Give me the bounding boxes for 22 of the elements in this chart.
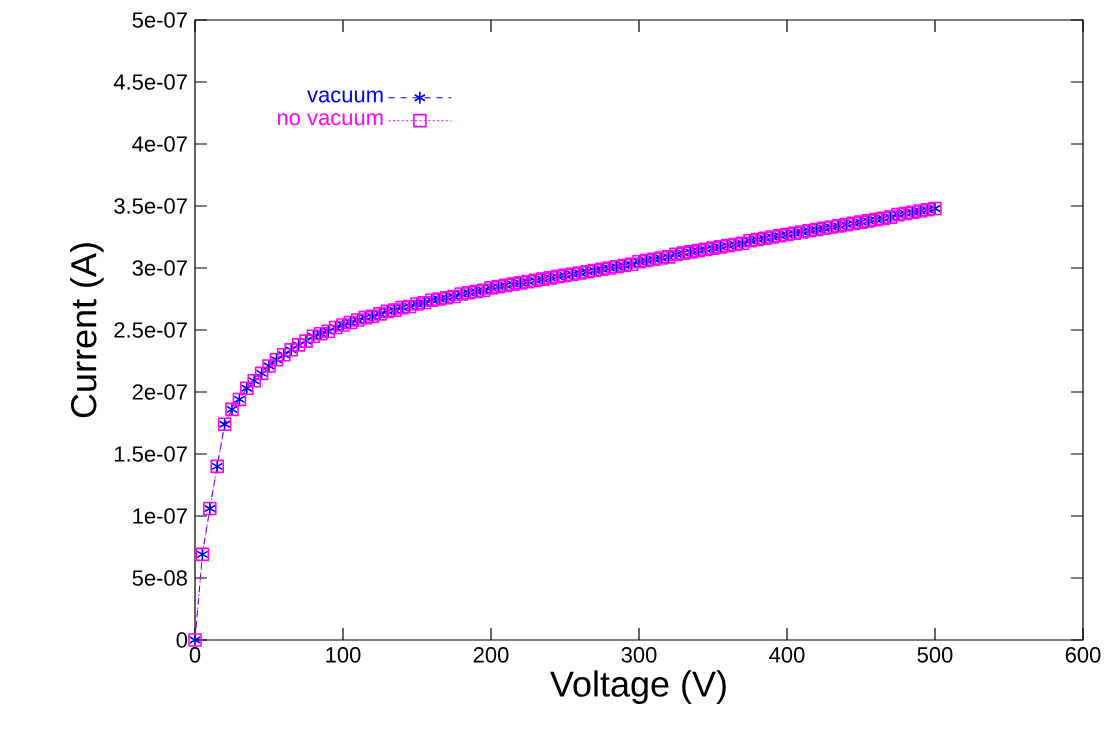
- y-tick-label: 5e-07: [132, 12, 187, 28]
- y-tick-label: 3e-07: [132, 260, 187, 276]
- x-tick-label: 100: [326, 647, 361, 663]
- x-tick-label: 600: [1065, 647, 1101, 663]
- x-tick-label: 500: [917, 647, 953, 663]
- y-tick-label: 1.5e-07: [114, 446, 187, 462]
- y-axis-title: Current (A): [70, 243, 104, 418]
- y-tick-label: 4.5e-07: [113, 74, 187, 90]
- x-axis-title: Voltage (V): [550, 670, 726, 704]
- legend-label: vacuum: [307, 90, 383, 103]
- legend-label: no vacuum: [277, 113, 383, 126]
- x-tick-label: 0: [189, 647, 201, 663]
- y-tick-label: 1e-07: [133, 508, 187, 524]
- y-tick-label: 4e-07: [132, 136, 187, 152]
- y-tick-label: 5e-08: [132, 570, 187, 586]
- y-tick-label: 2.5e-07: [114, 322, 187, 338]
- x-tick-label: 300: [621, 647, 657, 663]
- y-tick-label: 3.5e-07: [114, 198, 187, 214]
- x-tick-label: 400: [769, 647, 805, 663]
- x-tick-label: 200: [473, 647, 509, 663]
- y-tick-label: 0: [176, 632, 188, 648]
- y-tick-label: 2e-07: [132, 384, 187, 400]
